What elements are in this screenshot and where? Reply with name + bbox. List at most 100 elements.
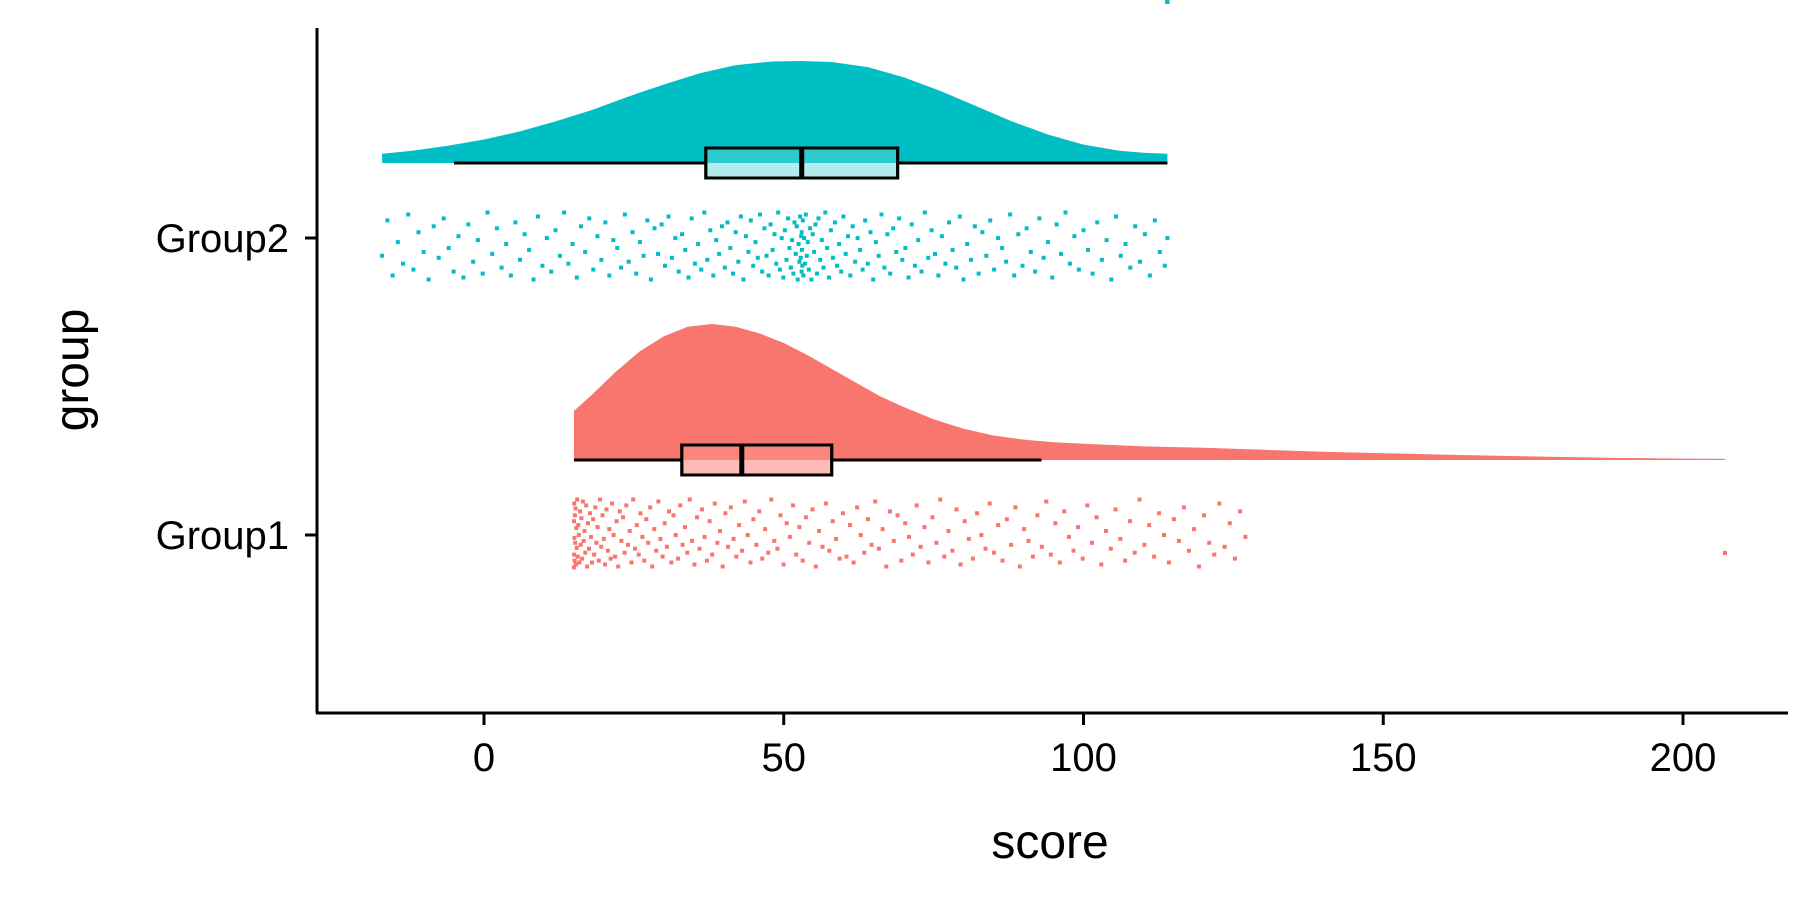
rain-point [591, 267, 596, 272]
rain-point [841, 511, 845, 516]
rain-point [819, 238, 824, 243]
rain-point [882, 265, 887, 270]
rain-point [790, 238, 795, 243]
rain-point [1016, 232, 1021, 237]
rain-point [579, 224, 583, 229]
rain-point [572, 552, 577, 557]
rain-point [513, 220, 518, 225]
rain-point [700, 507, 704, 512]
y-tick-label-group2: Group2 [156, 217, 289, 261]
rain-point [782, 228, 787, 233]
rain-point [740, 548, 744, 553]
rain-point [775, 546, 780, 551]
rain-point [1138, 259, 1142, 264]
rain-point [1028, 249, 1033, 254]
rain-point [922, 210, 927, 215]
rain-point [1090, 540, 1094, 545]
rain-point [683, 247, 688, 252]
rain-point [575, 554, 580, 559]
rain-point [572, 558, 577, 563]
rain-point [801, 273, 806, 278]
rain-point [1217, 501, 1222, 506]
rain-point [818, 257, 823, 262]
rain-point [621, 515, 625, 520]
rain-point [1171, 517, 1176, 522]
rain-point [957, 214, 962, 219]
rain-point [588, 511, 592, 516]
rain-point [909, 222, 914, 227]
rain-point [580, 499, 585, 504]
rain-point [471, 259, 476, 264]
rain-point [607, 527, 612, 532]
rain-point [599, 544, 604, 549]
rain-point [731, 536, 736, 541]
rain-point [596, 558, 601, 563]
rain-point [795, 277, 800, 282]
rain-point [585, 564, 590, 569]
rain-point [848, 273, 853, 278]
density-cloud-group2 [382, 61, 1168, 163]
rain-point [720, 564, 725, 569]
rain-point [1081, 228, 1086, 233]
rain-point [680, 542, 685, 547]
rain-point [572, 501, 577, 506]
rain-point [566, 261, 571, 266]
rain-point [743, 234, 748, 239]
rain-point [830, 519, 835, 524]
rain-point [673, 236, 678, 241]
rain-point [933, 251, 937, 256]
axes [315, 28, 1788, 715]
rain-point [807, 540, 812, 545]
rain-point [1071, 548, 1076, 553]
rain-point [777, 267, 782, 272]
rain-point [1176, 538, 1181, 543]
rain-point [954, 265, 959, 270]
rain-point [954, 507, 959, 512]
rain-point [658, 536, 663, 541]
rain-point [950, 247, 955, 252]
rain-point [906, 275, 911, 280]
rain-point [733, 230, 738, 235]
rain-point [715, 540, 720, 545]
rain-point [1132, 550, 1137, 555]
rain-point [996, 523, 1001, 528]
rain-point [996, 236, 1001, 241]
rain-point [846, 234, 850, 239]
rain-point [841, 214, 846, 219]
rain-point [942, 554, 947, 559]
rain-point [808, 226, 813, 231]
rain-point [1099, 562, 1104, 567]
rain-point [884, 564, 889, 569]
rain-point [583, 249, 588, 254]
rain-point [696, 242, 701, 246]
rain-point [608, 556, 613, 561]
rain-point [939, 234, 944, 239]
rain-point [725, 220, 730, 225]
rain-point [1152, 554, 1157, 559]
rain-point [1113, 507, 1118, 512]
rain-point [557, 253, 562, 258]
rain-point [784, 521, 789, 526]
rain-point [592, 552, 597, 557]
rain-point [929, 228, 934, 233]
rain-point [578, 509, 583, 514]
rain-point [745, 533, 750, 537]
rain-point [692, 261, 697, 266]
rain-point [431, 224, 436, 229]
rain-point [809, 277, 814, 282]
rain-point [961, 277, 966, 282]
rain-point [757, 509, 762, 514]
rain-point [798, 255, 803, 260]
rain-point [656, 251, 660, 256]
rain-point [1086, 247, 1090, 252]
rain-point [768, 222, 773, 227]
rain-point [594, 540, 599, 545]
rain-point [804, 253, 809, 258]
rain-point [1133, 224, 1138, 229]
rain-point [630, 230, 635, 235]
rain-point [685, 550, 690, 555]
rain-point [855, 236, 860, 241]
rain-point [1722, 551, 1727, 555]
rain-point [406, 212, 411, 217]
